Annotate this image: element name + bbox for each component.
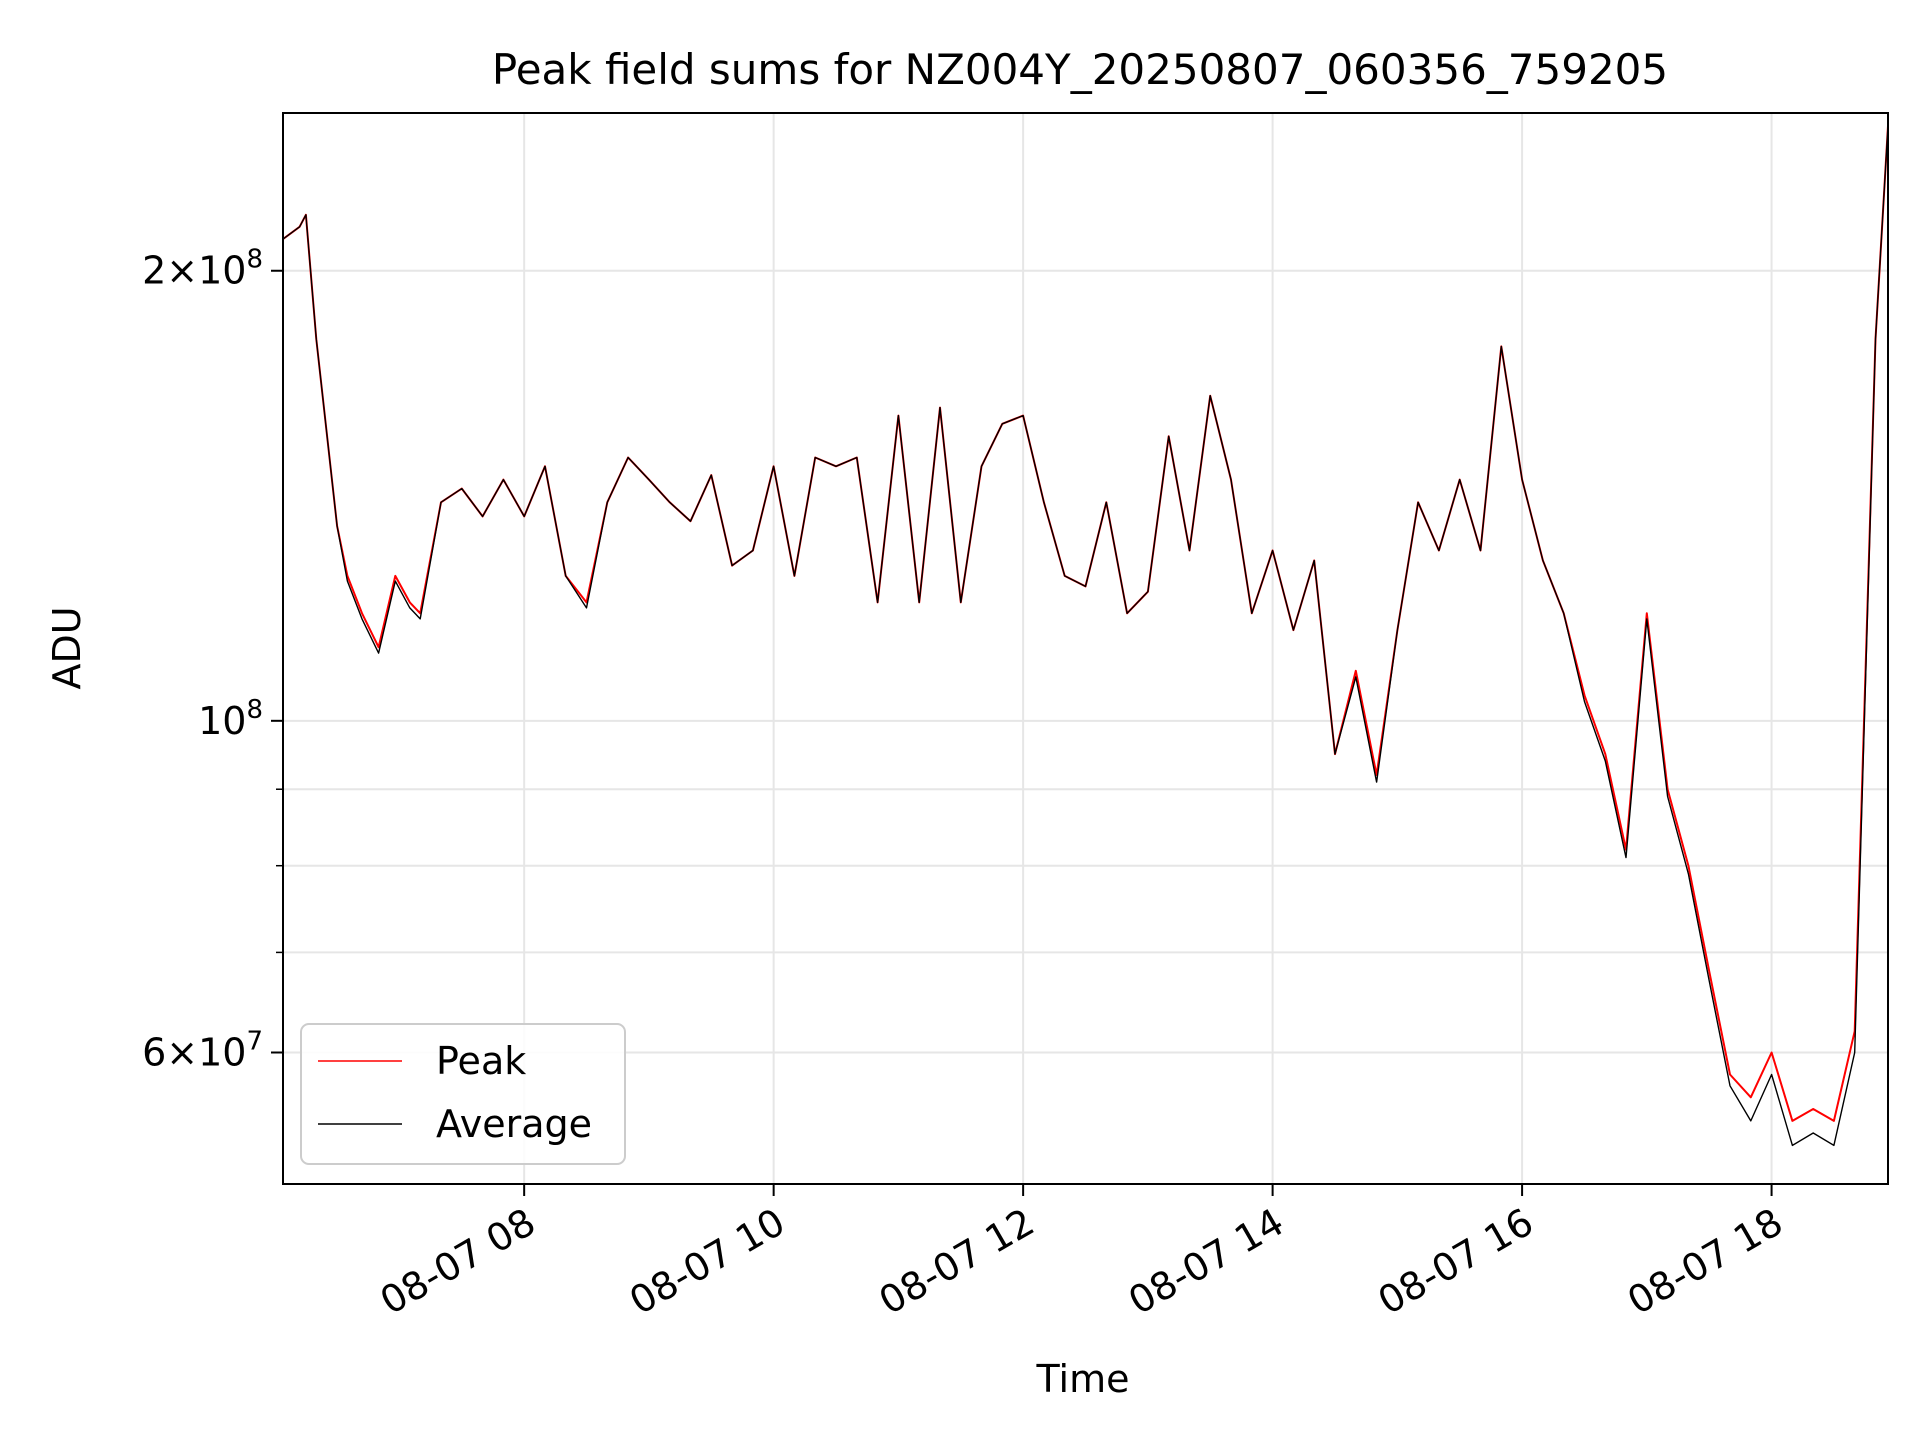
- plot-frame: [282, 112, 1889, 1185]
- series-layer: [282, 125, 1889, 1147]
- x-tick-label: 08-07 10: [622, 1200, 792, 1324]
- x-axis-label: Time: [1036, 1357, 1130, 1401]
- x-axis-ticks: 08-07 08 08-07 10 08-07 12 08-07 14 08-07 16…: [373, 1184, 1790, 1323]
- x-tick-label: 08-07 18: [1620, 1200, 1790, 1324]
- x-tick-label: 08-07 12: [872, 1200, 1042, 1324]
- legend-box: [300, 1023, 626, 1165]
- x-tick-label: 08-07 14: [1121, 1200, 1291, 1324]
- y-axis-ticks: 2×108 108 6×107: [142, 245, 283, 1074]
- chart-title: Peak field sums for NZ004Y_20250807_0603…: [492, 45, 1668, 94]
- series-line-average: [282, 125, 1889, 1147]
- y-tick-label: 6×107: [142, 1026, 263, 1074]
- y-axis-label: ADU: [45, 606, 89, 689]
- x-tick-label: 08-07 08: [373, 1200, 543, 1324]
- x-tick-label: 08-07 16: [1371, 1200, 1541, 1324]
- legend-label-peak: Peak: [436, 1039, 526, 1083]
- legend-label-average: Average: [436, 1102, 592, 1146]
- grid-lines: [283, 113, 1888, 1184]
- y-tick-label: 2×108: [142, 245, 263, 293]
- legend: Peak Average: [300, 1023, 626, 1165]
- y-tick-label: 108: [198, 695, 263, 743]
